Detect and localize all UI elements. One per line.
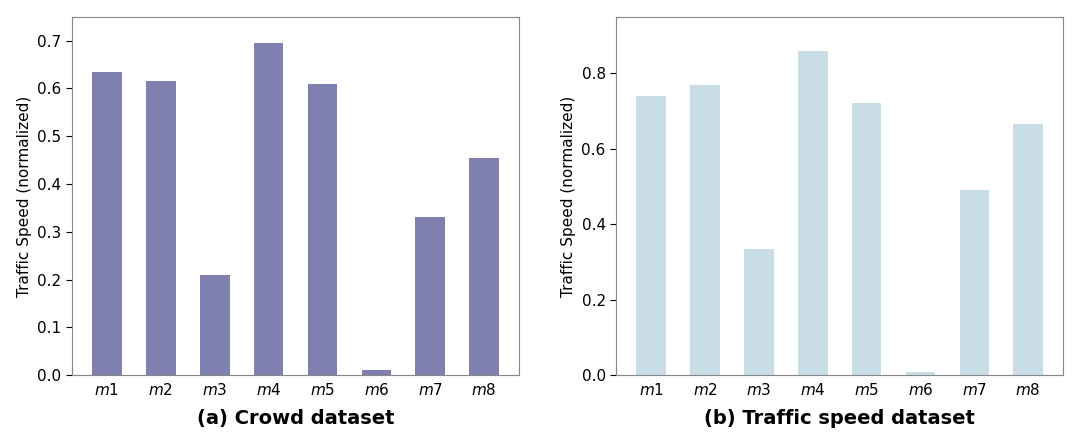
Bar xyxy=(308,84,337,375)
X-axis label: (b) Traffic speed dataset: (b) Traffic speed dataset xyxy=(704,409,975,429)
Bar xyxy=(362,369,391,375)
Bar xyxy=(959,190,989,375)
Y-axis label: Traffic Speed (normalized): Traffic Speed (normalized) xyxy=(16,95,31,297)
Bar xyxy=(416,218,445,375)
Bar xyxy=(200,275,230,375)
Bar xyxy=(690,85,720,375)
Bar xyxy=(798,51,827,375)
Bar xyxy=(469,158,499,375)
Bar xyxy=(744,249,773,375)
Bar xyxy=(906,372,935,375)
Y-axis label: Traffic Speed (normalized): Traffic Speed (normalized) xyxy=(561,95,576,297)
Bar xyxy=(1013,124,1043,375)
Bar xyxy=(254,43,283,375)
Bar xyxy=(146,81,176,375)
Bar xyxy=(636,96,666,375)
Bar xyxy=(852,104,881,375)
Bar xyxy=(92,72,122,375)
X-axis label: (a) Crowd dataset: (a) Crowd dataset xyxy=(197,409,394,429)
